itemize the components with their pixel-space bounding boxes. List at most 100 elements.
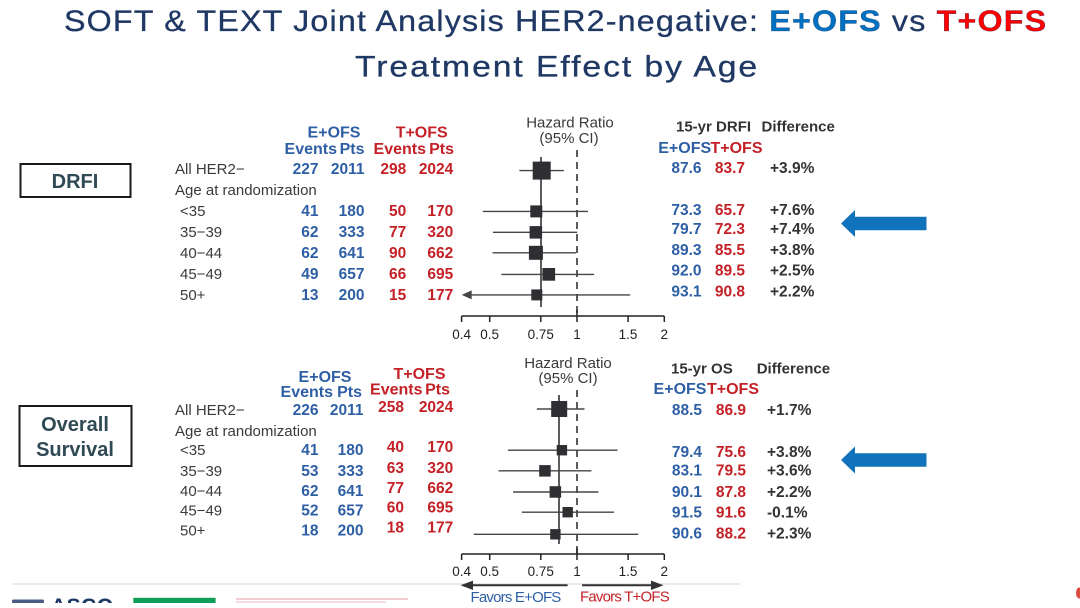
svg-text:657: 657 [338,503,364,520]
svg-text:Treatment Effect by Age: Treatment Effect by Age [355,49,759,83]
svg-text:15-yr DRFI: 15-yr DRFI [676,119,751,136]
svg-text:2: 2 [661,327,669,342]
svg-text:200: 200 [338,523,364,540]
svg-text:E+OFS: E+OFS [308,125,361,142]
svg-text:T+OFS: T+OFS [396,125,448,142]
svg-text:87.8: 87.8 [716,484,747,501]
svg-text:Hazard Ratio: Hazard Ratio [526,115,614,132]
svg-text:35−39: 35−39 [180,224,222,241]
svg-text:2024: 2024 [419,161,454,178]
svg-text:90.8: 90.8 [715,284,746,301]
svg-text:66: 66 [389,266,407,283]
svg-text:Age at randomization: Age at randomization [175,182,317,199]
svg-text:77: 77 [389,224,406,241]
svg-text:170: 170 [427,203,453,220]
svg-text:18: 18 [301,523,319,540]
svg-text:0.5: 0.5 [480,564,499,579]
svg-text:+7.6%: +7.6% [770,202,815,219]
svg-text:73.3: 73.3 [671,202,702,219]
svg-text:15: 15 [389,287,407,304]
svg-text:T+OFS: T+OFS [710,140,762,157]
svg-text:0.5: 0.5 [480,327,499,342]
svg-text:320: 320 [427,224,453,241]
svg-text:(95% CI): (95% CI) [539,130,598,147]
svg-text:641: 641 [338,483,364,500]
svg-text:E+OFS: E+OFS [654,381,707,398]
svg-text:53: 53 [301,463,319,480]
svg-text:62: 62 [301,245,318,262]
svg-text:+3.8%: +3.8% [767,444,812,461]
svg-text:79.5: 79.5 [716,463,747,480]
svg-text:52: 52 [301,503,318,520]
svg-text:2011: 2011 [331,161,365,178]
svg-text:89.5: 89.5 [715,263,746,280]
svg-text:Age at randomization: Age at randomization [175,423,317,440]
svg-text:41: 41 [301,203,319,220]
svg-text:+2.2%: +2.2% [770,284,815,301]
svg-text:SOFT & TEXT Joint Analysis HER: SOFT & TEXT Joint Analysis HER2-negative… [64,4,1047,38]
svg-text:Events: Events [281,384,334,401]
svg-text:83.1: 83.1 [672,463,703,480]
svg-text:0.4: 0.4 [452,564,471,579]
svg-text:18: 18 [387,520,405,537]
svg-text:2011: 2011 [330,402,364,419]
svg-text:41: 41 [301,442,319,459]
svg-text:+1.7%: +1.7% [767,402,812,419]
svg-text:1: 1 [573,564,581,579]
svg-text:91.6: 91.6 [716,505,747,522]
svg-text:0.75: 0.75 [528,564,554,579]
svg-text:Survival: Survival [36,439,114,461]
svg-text:+2.5%: +2.5% [770,263,815,280]
svg-text:91.5: 91.5 [672,505,703,522]
svg-text:83.7: 83.7 [715,160,745,177]
svg-text:86.9: 86.9 [716,402,747,419]
svg-text:45−49: 45−49 [180,266,222,283]
svg-text:92.0: 92.0 [671,263,701,280]
svg-text:Favors E+OFS: Favors E+OFS [471,589,562,603]
svg-text:Pts: Pts [425,381,450,398]
svg-text:75.6: 75.6 [716,444,747,461]
svg-text:40: 40 [387,439,404,456]
svg-text:ASCO: ASCO [51,595,114,603]
svg-text:695: 695 [427,500,453,517]
svg-text:227: 227 [293,161,319,178]
svg-text:2024: 2024 [419,399,454,416]
svg-text:85.5: 85.5 [715,242,746,259]
svg-text:695: 695 [427,266,453,283]
svg-text:Difference: Difference [762,119,835,136]
svg-text:Difference: Difference [757,361,830,378]
svg-text:15-yr OS: 15-yr OS [671,361,733,378]
svg-text:All HER2−: All HER2− [175,161,245,178]
svg-text:T+OFS: T+OFS [393,366,445,383]
svg-text:258: 258 [378,399,404,416]
svg-text:177: 177 [427,287,453,304]
svg-text:+7.4%: +7.4% [770,221,815,238]
svg-text:1.5: 1.5 [619,327,638,342]
svg-text:+3.6%: +3.6% [767,463,812,480]
svg-text:79.7: 79.7 [671,221,701,238]
svg-text:45−49: 45−49 [180,503,222,520]
svg-text:+3.9%: +3.9% [770,160,815,177]
svg-text:200: 200 [339,287,365,304]
svg-text:88.5: 88.5 [672,402,703,419]
svg-text:DRFI: DRFI [52,171,99,193]
svg-text:Events: Events [285,141,338,158]
svg-text:65.7: 65.7 [715,202,745,219]
svg-text:1: 1 [573,327,581,342]
svg-text:<35: <35 [180,442,205,459]
svg-text:89.3: 89.3 [671,242,702,259]
svg-text:+2.3%: +2.3% [767,526,812,543]
svg-text:+2.2%: +2.2% [767,484,812,501]
svg-text:170: 170 [427,439,453,456]
svg-text:E+OFS: E+OFS [658,140,711,157]
svg-text:-0.1%: -0.1% [767,505,808,522]
svg-text:2: 2 [661,564,669,579]
svg-text:298: 298 [380,161,406,178]
svg-text:Pts: Pts [429,141,454,158]
svg-text:90: 90 [389,245,406,262]
svg-text:Events: Events [374,141,427,158]
svg-text:62: 62 [301,483,318,500]
svg-text:13: 13 [301,287,319,304]
svg-text:90.6: 90.6 [672,526,703,543]
svg-text:1.5: 1.5 [619,564,638,579]
